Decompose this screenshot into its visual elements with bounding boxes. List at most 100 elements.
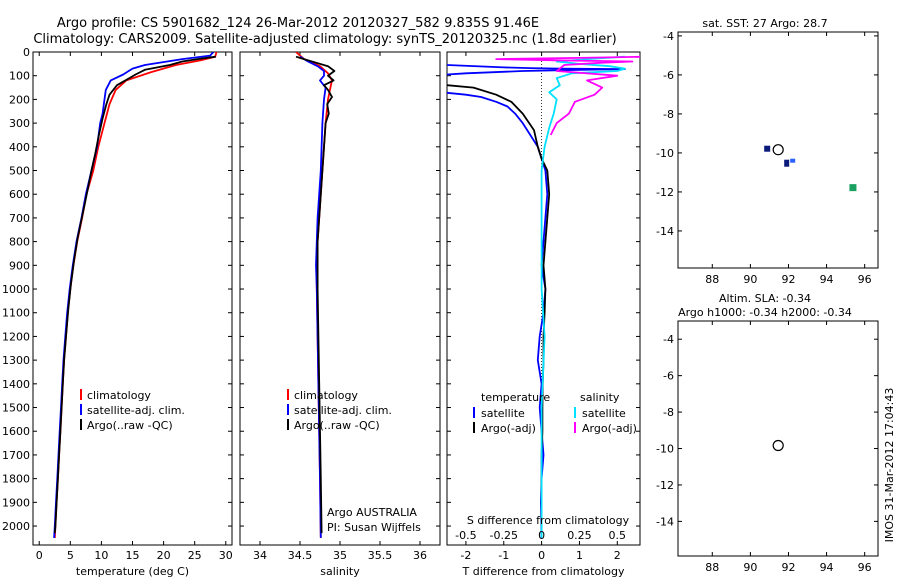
secondary-tick-label: 0.25	[567, 529, 592, 542]
map-background	[678, 321, 878, 556]
map-x-tick-label: 88	[705, 273, 719, 286]
x-tick-label: 35.5	[368, 549, 393, 562]
missing-data-patch	[782, 154, 809, 159]
depth-tick-label: 1500	[2, 402, 30, 415]
legend-label: Argo(..raw -QC)	[87, 419, 173, 432]
x-tick-label: 15	[126, 549, 140, 562]
map-x-tick-label: 92	[781, 273, 795, 286]
x-tick-label: 5	[67, 549, 74, 562]
plot-frame	[239, 51, 441, 546]
map-background	[678, 32, 878, 268]
map-patch	[849, 184, 857, 192]
depth-tick-label: 900	[9, 259, 30, 272]
series-line-s-argo	[495, 55, 640, 136]
missing-data-patch	[776, 155, 782, 164]
salinity-panel: 34 34.5 35 35.5 36 salinity climatology satelli…	[239, 51, 441, 578]
depth-tick-label: 600	[9, 188, 30, 201]
legend-sal-header: salinity	[580, 391, 620, 404]
map-x-tick-label: 90	[743, 561, 757, 574]
legend-label: satellite	[481, 407, 525, 420]
sst-map: 88 90 92 94 96 -4 -6 -8 -10 -12 -14	[656, 30, 879, 286]
depth-tick-label: 1000	[2, 283, 30, 296]
depth-tick-label: 1800	[2, 473, 30, 486]
depth-tick-label: 800	[9, 236, 30, 249]
sla-map-title: Altim. SLA: -0.34	[719, 292, 811, 305]
depth-tick-label: 1400	[2, 378, 30, 391]
argo-location-marker	[772, 439, 784, 452]
argo-annotation: Argo AUSTRALIA	[327, 506, 417, 519]
difference-panel: -2 -1 0 1 2 T difference from climatology temp…	[446, 51, 641, 578]
x-tick-label: 20	[157, 549, 171, 562]
x-tick-label: 36	[413, 549, 427, 562]
missing-data-patch	[866, 54, 870, 66]
map-x-tick-label: 92	[781, 561, 795, 574]
map-y-tick-label: -10	[656, 443, 674, 456]
sla-map-title2: Argo h1000: -0.34 h2000: -0.34	[678, 306, 852, 319]
secondary-tick-label: -0.25	[490, 529, 518, 542]
map-y-tick-label: -14	[656, 515, 674, 528]
map-frame	[677, 31, 879, 269]
map-y-tick-label: -8	[663, 108, 674, 121]
legend-label: Argo(..raw -QC)	[294, 419, 380, 432]
map-y-tick-label: -8	[663, 406, 674, 419]
map-y-tick-label: -6	[663, 69, 674, 82]
cold-patch	[784, 159, 790, 167]
legend-label: satellite-adj. clim.	[87, 404, 185, 417]
series-group	[447, 55, 640, 538]
map-x-tick-label: 94	[820, 273, 834, 286]
depth-tick-label: 1100	[2, 307, 30, 320]
depth-tick-label: 300	[9, 117, 30, 130]
x-tick-label: 0	[36, 549, 43, 562]
map-x-tick-label: 88	[705, 561, 719, 574]
map-frame	[677, 320, 879, 557]
map-y-tick-label: -14	[656, 225, 674, 238]
secondary-axis-label: S difference from climatology	[467, 514, 630, 527]
map-y-tick-label: -12	[656, 479, 674, 492]
secondary-tick-label: 0.5	[609, 529, 627, 542]
missing-data-patch	[862, 54, 866, 58]
depth-tick-label: 1300	[2, 354, 30, 367]
x-tick-label: -1	[498, 549, 509, 562]
imos-timestamp: IMOS 31-Mar-2012 17:04:43	[883, 388, 896, 543]
legend-label: Argo(-adj)	[582, 422, 637, 435]
x-tick-label: 34.5	[288, 549, 313, 562]
cold-patch	[790, 157, 796, 163]
depth-tick-label: 100	[9, 70, 30, 83]
depth-tick-label: 500	[9, 165, 30, 178]
legend-label: satellite-adj. clim.	[294, 404, 392, 417]
map-x-tick-label: 90	[743, 273, 757, 286]
legend-label: climatology	[294, 389, 358, 402]
depth-tick-label: 0	[23, 46, 30, 59]
x-tick-label: 0	[538, 549, 545, 562]
legend-label: satellite	[582, 407, 626, 420]
depth-tick-label: 700	[9, 212, 30, 225]
map-y-tick-label: -6	[663, 370, 674, 383]
map-x-tick-label: 96	[858, 273, 872, 286]
cold-patch	[764, 145, 771, 152]
x-tick-label: 1	[576, 549, 583, 562]
temperature-panel: 0100200300400500600700800900100011001200…	[2, 46, 233, 578]
map-y-tick-label: -10	[656, 147, 674, 160]
legend-label: climatology	[87, 389, 151, 402]
secondary-tick-label: 0	[538, 529, 545, 542]
plot-frame	[32, 51, 233, 546]
sst-map-title: sat. SST: 27 Argo: 28.7	[702, 17, 827, 30]
x-tick-label: 34	[253, 549, 267, 562]
x-tick-label: -2	[460, 549, 471, 562]
map-y-tick-label: -12	[656, 186, 674, 199]
series-group	[53, 52, 218, 538]
argo-location-marker	[772, 144, 784, 156]
legend-label: Argo(-adj)	[481, 422, 536, 435]
depth-tick-label: 1900	[2, 496, 30, 509]
depth-tick-label: 1200	[2, 330, 30, 343]
map-y-tick-label: -4	[663, 30, 674, 43]
depth-tick-label: 200	[9, 93, 30, 106]
depth-tick-label: 400	[9, 141, 30, 154]
secondary-tick-label: -0.5	[455, 529, 476, 542]
x-tick-label: 30	[219, 549, 233, 562]
depth-tick-label: 1700	[2, 449, 30, 462]
depth-tick-label: 2000	[2, 520, 30, 533]
x-tick-label: 25	[188, 549, 202, 562]
series-line-argo-raw-qc-	[295, 55, 336, 534]
figure-title-line1: Argo profile: CS 5901682_124 26-Mar-2012…	[57, 16, 539, 31]
